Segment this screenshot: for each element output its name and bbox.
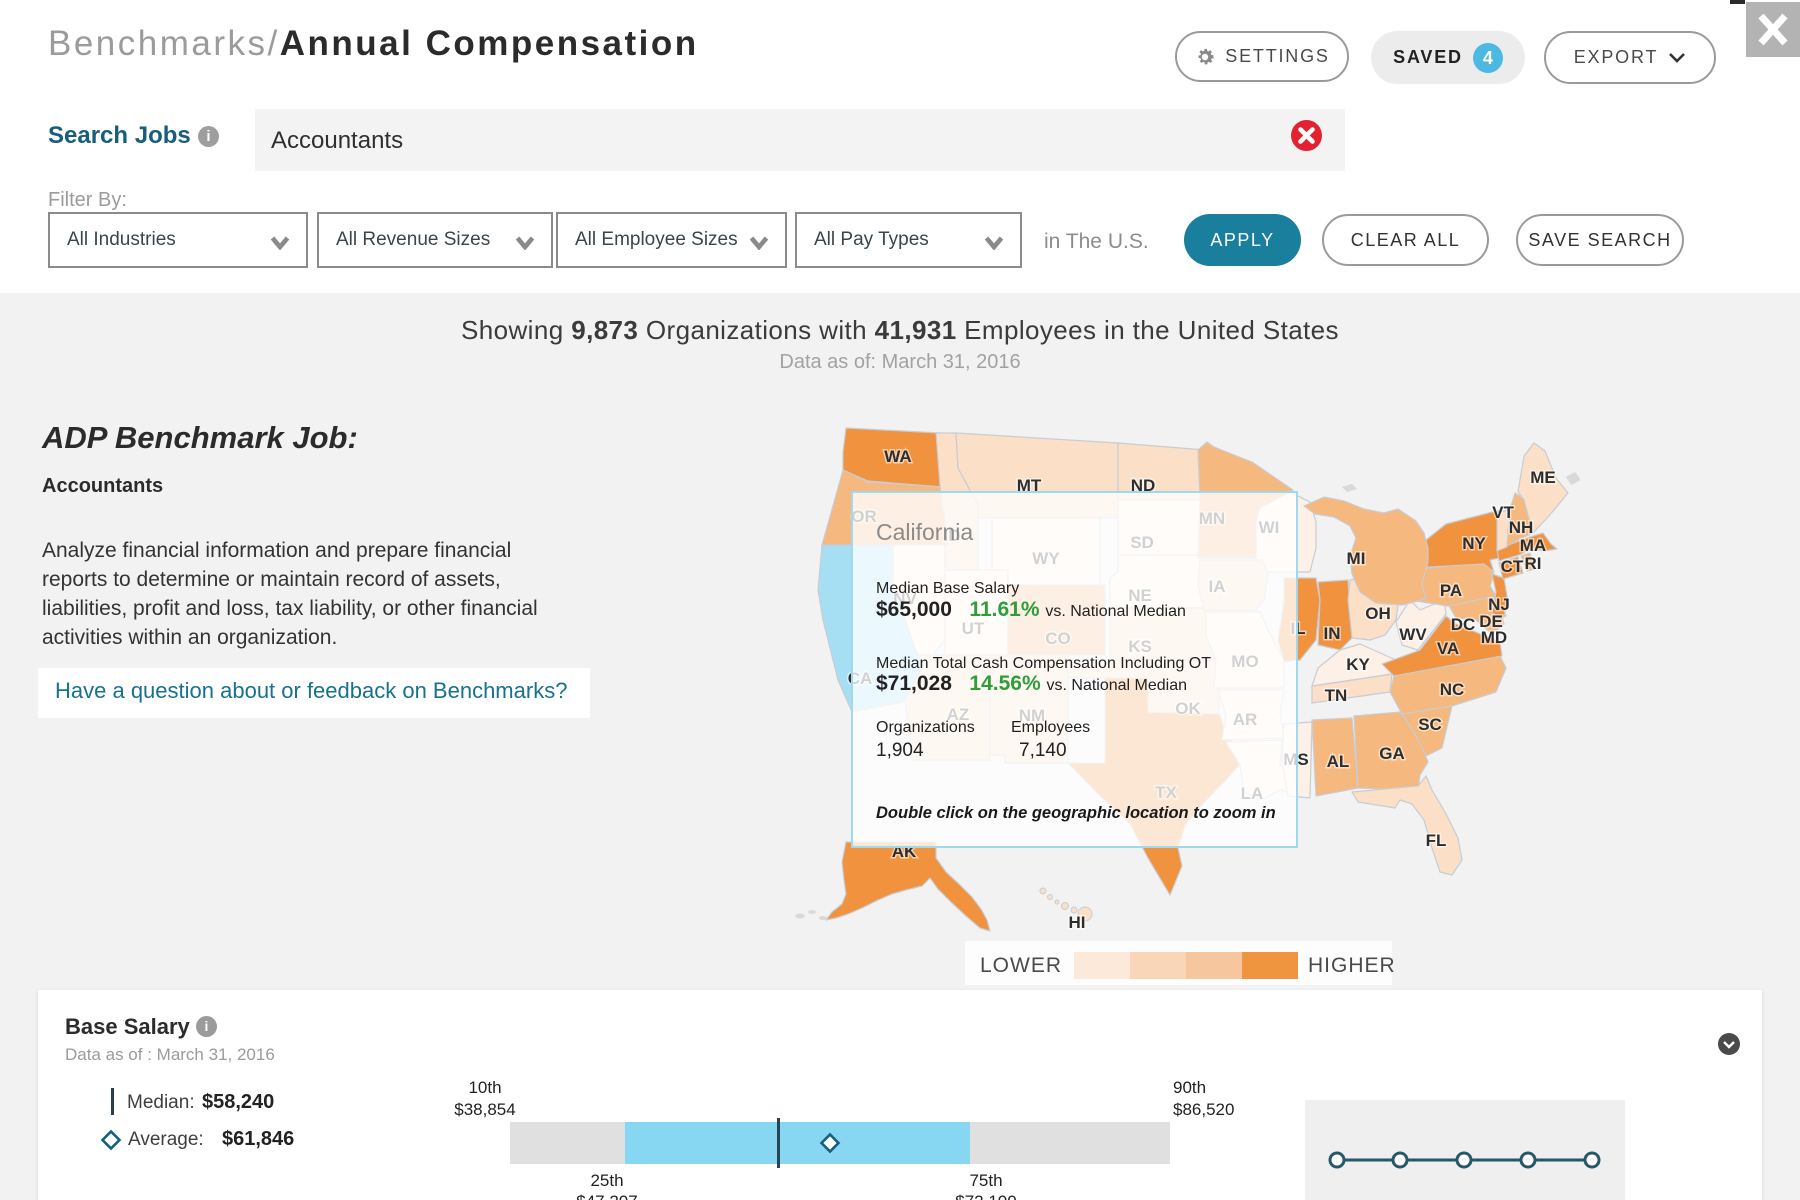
svg-text:IN: IN: [1324, 624, 1341, 643]
svg-text:HI: HI: [1069, 913, 1086, 932]
svg-text:VT: VT: [1492, 503, 1514, 522]
svg-text:DC: DC: [1451, 615, 1476, 634]
svg-text:RI: RI: [1525, 554, 1542, 573]
svg-text:PA: PA: [1440, 581, 1462, 600]
svg-text:NY: NY: [1462, 534, 1486, 553]
svg-text:MI: MI: [1347, 549, 1366, 568]
svg-text:WA: WA: [884, 447, 911, 466]
svg-text:KY: KY: [1346, 655, 1370, 674]
svg-text:ME: ME: [1530, 468, 1556, 487]
svg-text:CT: CT: [1501, 557, 1524, 576]
svg-text:OH: OH: [1365, 604, 1391, 623]
svg-text:AL: AL: [1327, 752, 1350, 771]
svg-text:FL: FL: [1426, 831, 1447, 850]
svg-text:NC: NC: [1440, 680, 1465, 699]
svg-text:GA: GA: [1379, 744, 1405, 763]
svg-text:DE: DE: [1479, 612, 1503, 631]
svg-text:NH: NH: [1509, 518, 1534, 537]
svg-text:SC: SC: [1418, 715, 1442, 734]
svg-text:TN: TN: [1325, 686, 1348, 705]
svg-text:MD: MD: [1481, 628, 1507, 647]
svg-text:WV: WV: [1399, 625, 1427, 644]
svg-text:NJ: NJ: [1488, 595, 1510, 614]
svg-text:MA: MA: [1520, 536, 1546, 555]
svg-text:VA: VA: [1437, 639, 1459, 658]
